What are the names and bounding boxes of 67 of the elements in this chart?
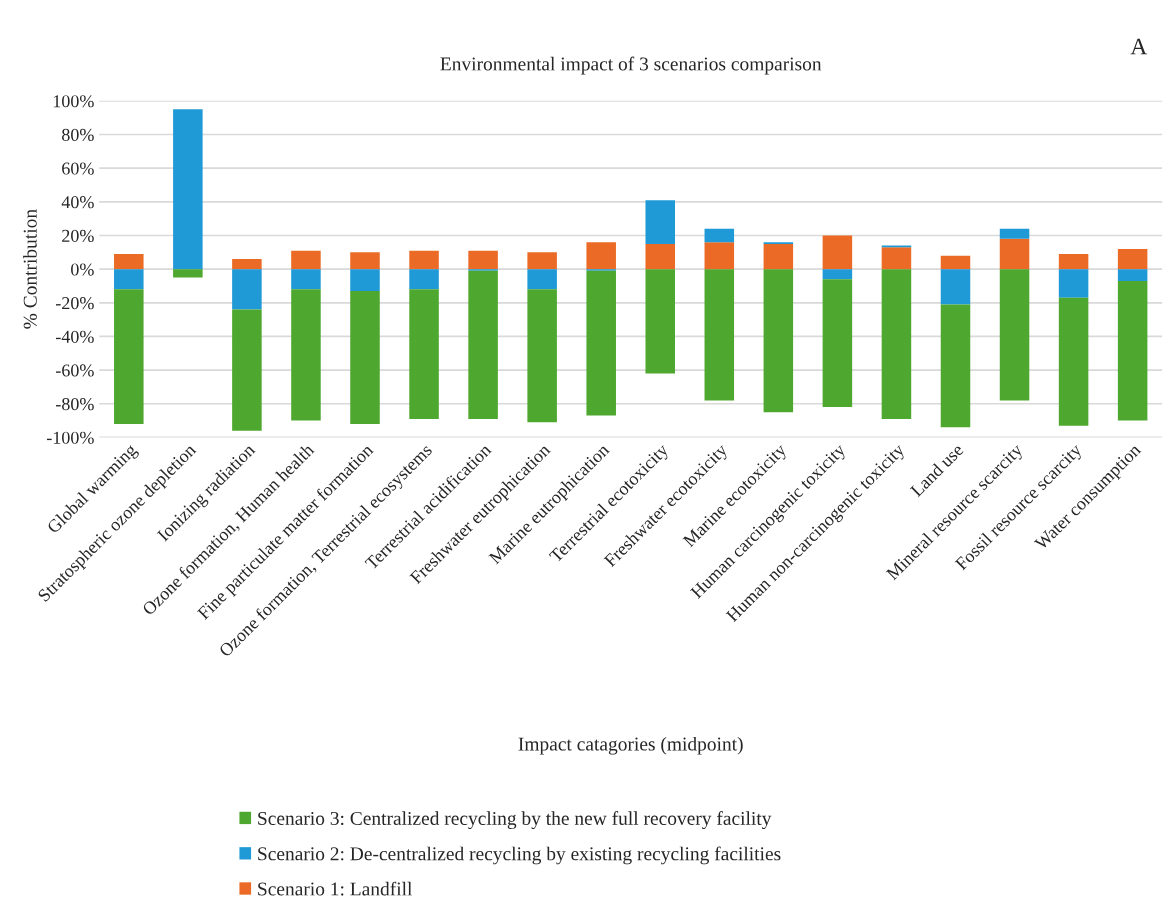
bar xyxy=(822,279,853,408)
bar xyxy=(881,269,912,419)
legend-label: Scenario 1: Landfill xyxy=(258,881,413,896)
bar xyxy=(1058,269,1089,298)
legend-label: Scenario 2: De-centralized recycling by existing recycling facilities xyxy=(258,846,781,865)
bar xyxy=(1058,297,1089,426)
bar xyxy=(704,228,735,243)
bar xyxy=(881,247,912,270)
bar xyxy=(645,200,676,244)
bar xyxy=(645,243,676,270)
bar xyxy=(1117,248,1148,270)
y-tick-label: 0% xyxy=(71,263,94,276)
bar xyxy=(1058,254,1089,270)
y-tick-label: -80% xyxy=(55,398,94,411)
bar xyxy=(1117,280,1148,421)
bar xyxy=(173,269,203,278)
bar xyxy=(232,309,262,431)
y-tick-label: 100% xyxy=(53,95,94,108)
bar xyxy=(350,252,380,270)
y-axis-title: % Contribution xyxy=(23,209,37,329)
bar xyxy=(468,250,498,270)
bar xyxy=(350,269,380,292)
bar xyxy=(114,254,144,270)
bar xyxy=(409,289,439,419)
bar xyxy=(999,238,1030,270)
y-tick-label: -40% xyxy=(55,330,94,343)
bar xyxy=(586,242,616,270)
bar xyxy=(999,269,1030,401)
legend-label: Scenario 3: Centralized recycling by the new full recovery facility xyxy=(258,811,772,829)
bar xyxy=(291,269,321,290)
bar xyxy=(940,255,971,270)
bar xyxy=(114,269,144,290)
bar xyxy=(822,269,853,280)
y-tick-label: -20% xyxy=(55,297,94,310)
bar xyxy=(468,270,498,419)
bar xyxy=(1117,269,1148,281)
bar xyxy=(822,235,853,270)
bar xyxy=(232,269,262,310)
bar xyxy=(409,250,439,270)
bar xyxy=(940,304,971,428)
chart-title: Environmental impact of 3 scenarios comparison xyxy=(440,56,822,75)
bar xyxy=(173,109,203,270)
bar xyxy=(291,250,321,270)
bar xyxy=(350,291,380,424)
bar xyxy=(586,270,616,416)
bar xyxy=(704,242,735,270)
y-tick-label: 20% xyxy=(62,229,94,242)
bar xyxy=(940,269,971,305)
x-axis-title: Impact catagories (midpoint) xyxy=(518,736,743,755)
y-tick-label: 80% xyxy=(62,128,94,142)
bar xyxy=(232,259,262,270)
y-tick-label: 40% xyxy=(61,196,94,209)
y-tick-label: -100% xyxy=(46,431,94,444)
bar xyxy=(527,289,557,423)
bar xyxy=(409,269,439,290)
bar xyxy=(527,252,557,270)
bar xyxy=(114,289,144,424)
y-tick-label: -60% xyxy=(55,364,94,377)
bar xyxy=(645,269,676,374)
bar xyxy=(527,269,557,290)
y-tick-label: 60% xyxy=(62,162,94,175)
bar xyxy=(763,269,794,413)
bar xyxy=(999,228,1030,239)
bar xyxy=(763,243,794,270)
bar xyxy=(704,269,735,401)
bar xyxy=(291,289,321,421)
text: A xyxy=(1130,38,1148,55)
